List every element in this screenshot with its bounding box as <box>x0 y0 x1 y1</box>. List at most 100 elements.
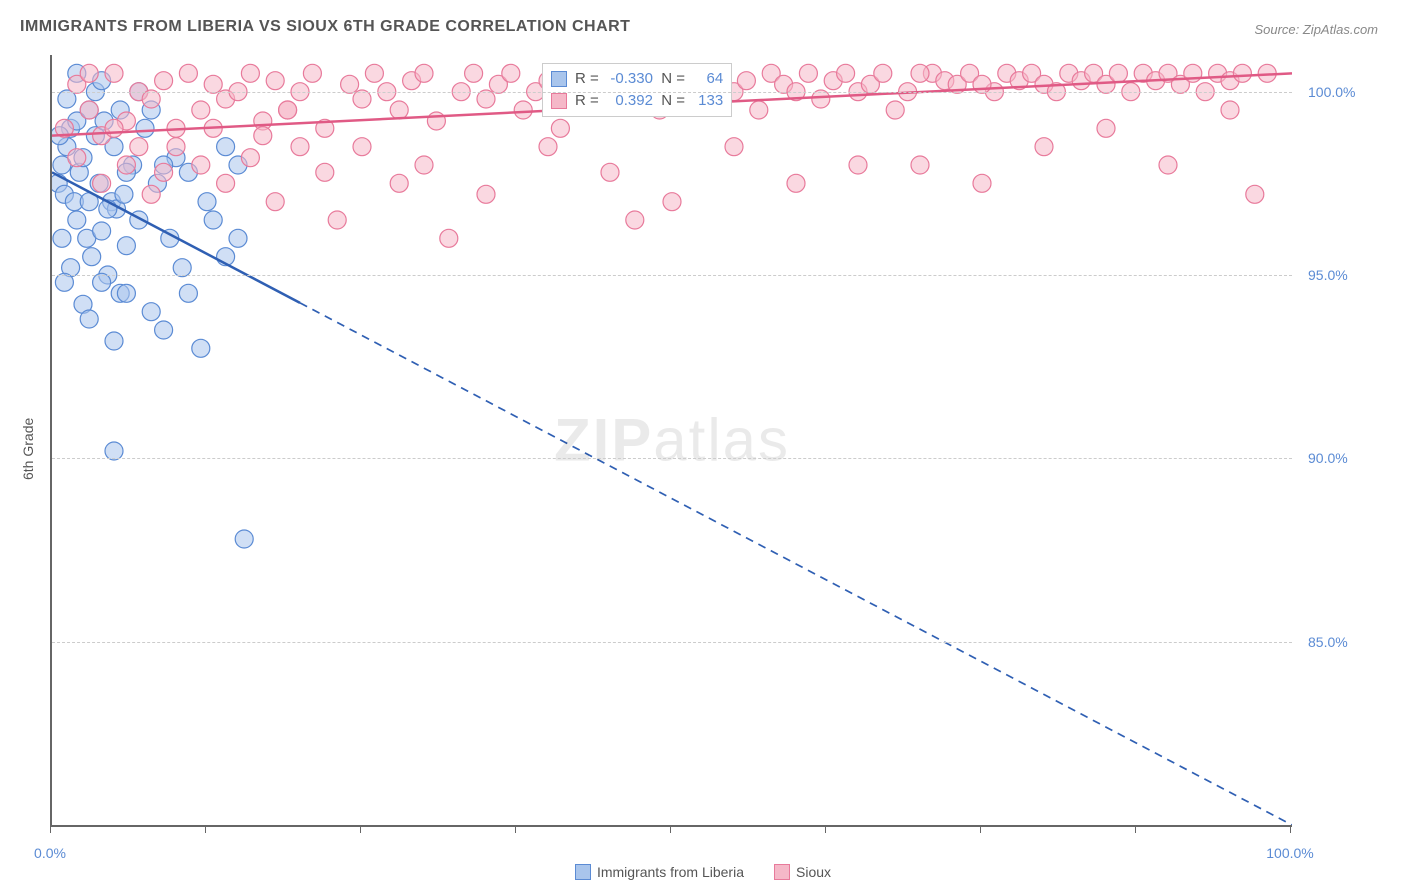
data-point <box>167 138 185 156</box>
data-point <box>750 101 768 119</box>
data-point <box>80 310 98 328</box>
legend-label: Immigrants from Liberia <box>597 864 744 880</box>
y-tick-label: 85.0% <box>1308 634 1348 650</box>
x-tick-mark <box>515 825 516 833</box>
gridline <box>52 458 1292 459</box>
data-point <box>241 64 259 82</box>
data-point <box>799 64 817 82</box>
legend-swatch <box>575 864 591 880</box>
stats-swatch <box>551 71 567 87</box>
data-point <box>217 138 235 156</box>
chart-title: IMMIGRANTS FROM LIBERIA VS SIOUX 6TH GRA… <box>20 18 630 36</box>
data-point <box>328 211 346 229</box>
data-point <box>390 101 408 119</box>
data-point <box>179 64 197 82</box>
correlation-stats-box: R = -0.330 N = 64R = 0.392 N = 133 <box>542 63 732 117</box>
gridline <box>52 275 1292 276</box>
data-point <box>266 193 284 211</box>
data-point <box>80 101 98 119</box>
data-point <box>266 72 284 90</box>
data-point <box>390 174 408 192</box>
x-tick-mark <box>50 825 51 833</box>
data-point <box>539 138 557 156</box>
data-point <box>192 101 210 119</box>
data-point <box>204 75 222 93</box>
legend-item: Sioux <box>774 864 831 880</box>
data-point <box>279 101 297 119</box>
data-point <box>440 229 458 247</box>
data-point <box>155 321 173 339</box>
data-point <box>105 64 123 82</box>
data-point <box>341 75 359 93</box>
data-point <box>136 119 154 137</box>
data-point <box>812 90 830 108</box>
data-point <box>663 193 681 211</box>
data-point <box>291 138 309 156</box>
y-axis-label: 6th Grade <box>20 418 36 480</box>
data-point <box>155 163 173 181</box>
data-point <box>837 64 855 82</box>
data-point <box>303 64 321 82</box>
data-point <box>551 119 569 137</box>
data-point <box>477 90 495 108</box>
data-point <box>1246 185 1264 203</box>
data-point <box>192 156 210 174</box>
data-point <box>229 229 247 247</box>
data-point <box>973 75 991 93</box>
data-point <box>737 72 755 90</box>
gridline <box>52 642 1292 643</box>
x-tick-mark <box>1290 825 1291 833</box>
data-point <box>514 101 532 119</box>
stats-row: R = -0.330 N = 64 <box>551 68 723 90</box>
legend: Immigrants from Liberia Sioux <box>0 864 1406 880</box>
data-point <box>235 530 253 548</box>
legend-swatch <box>774 864 790 880</box>
data-point <box>415 64 433 82</box>
data-point <box>725 138 743 156</box>
data-point <box>80 64 98 82</box>
data-point <box>204 211 222 229</box>
data-point <box>787 174 805 192</box>
data-point <box>130 138 148 156</box>
data-point <box>117 284 135 302</box>
data-point <box>353 90 371 108</box>
data-point <box>117 237 135 255</box>
data-point <box>365 64 383 82</box>
x-tick-mark <box>1135 825 1136 833</box>
y-tick-label: 95.0% <box>1308 267 1348 283</box>
x-tick-label-right: 100.0% <box>1266 845 1313 861</box>
stats-row: R = 0.392 N = 133 <box>551 90 723 112</box>
y-tick-label: 90.0% <box>1308 450 1348 466</box>
data-point <box>1221 101 1239 119</box>
data-point <box>911 64 929 82</box>
data-point <box>55 273 73 291</box>
data-point <box>105 119 123 137</box>
chart-svg <box>52 55 1292 825</box>
data-point <box>973 174 991 192</box>
data-point <box>142 185 160 203</box>
data-point <box>142 303 160 321</box>
data-point <box>93 273 111 291</box>
stats-text: R = 0.392 N = 133 <box>575 90 723 112</box>
data-point <box>105 332 123 350</box>
data-point <box>68 149 86 167</box>
data-point <box>502 64 520 82</box>
data-point <box>105 442 123 460</box>
data-point <box>68 211 86 229</box>
data-point <box>155 72 173 90</box>
data-point <box>1097 119 1115 137</box>
data-point <box>254 127 272 145</box>
data-point <box>117 156 135 174</box>
data-point <box>53 229 71 247</box>
x-tick-mark <box>670 825 671 833</box>
source-label: Source: ZipAtlas.com <box>1254 22 1378 37</box>
data-point <box>911 156 929 174</box>
data-point <box>626 211 644 229</box>
data-point <box>173 259 191 277</box>
data-point <box>874 64 892 82</box>
x-tick-mark <box>205 825 206 833</box>
data-point <box>477 185 495 203</box>
data-point <box>601 163 619 181</box>
data-point <box>93 222 111 240</box>
data-point <box>427 112 445 130</box>
